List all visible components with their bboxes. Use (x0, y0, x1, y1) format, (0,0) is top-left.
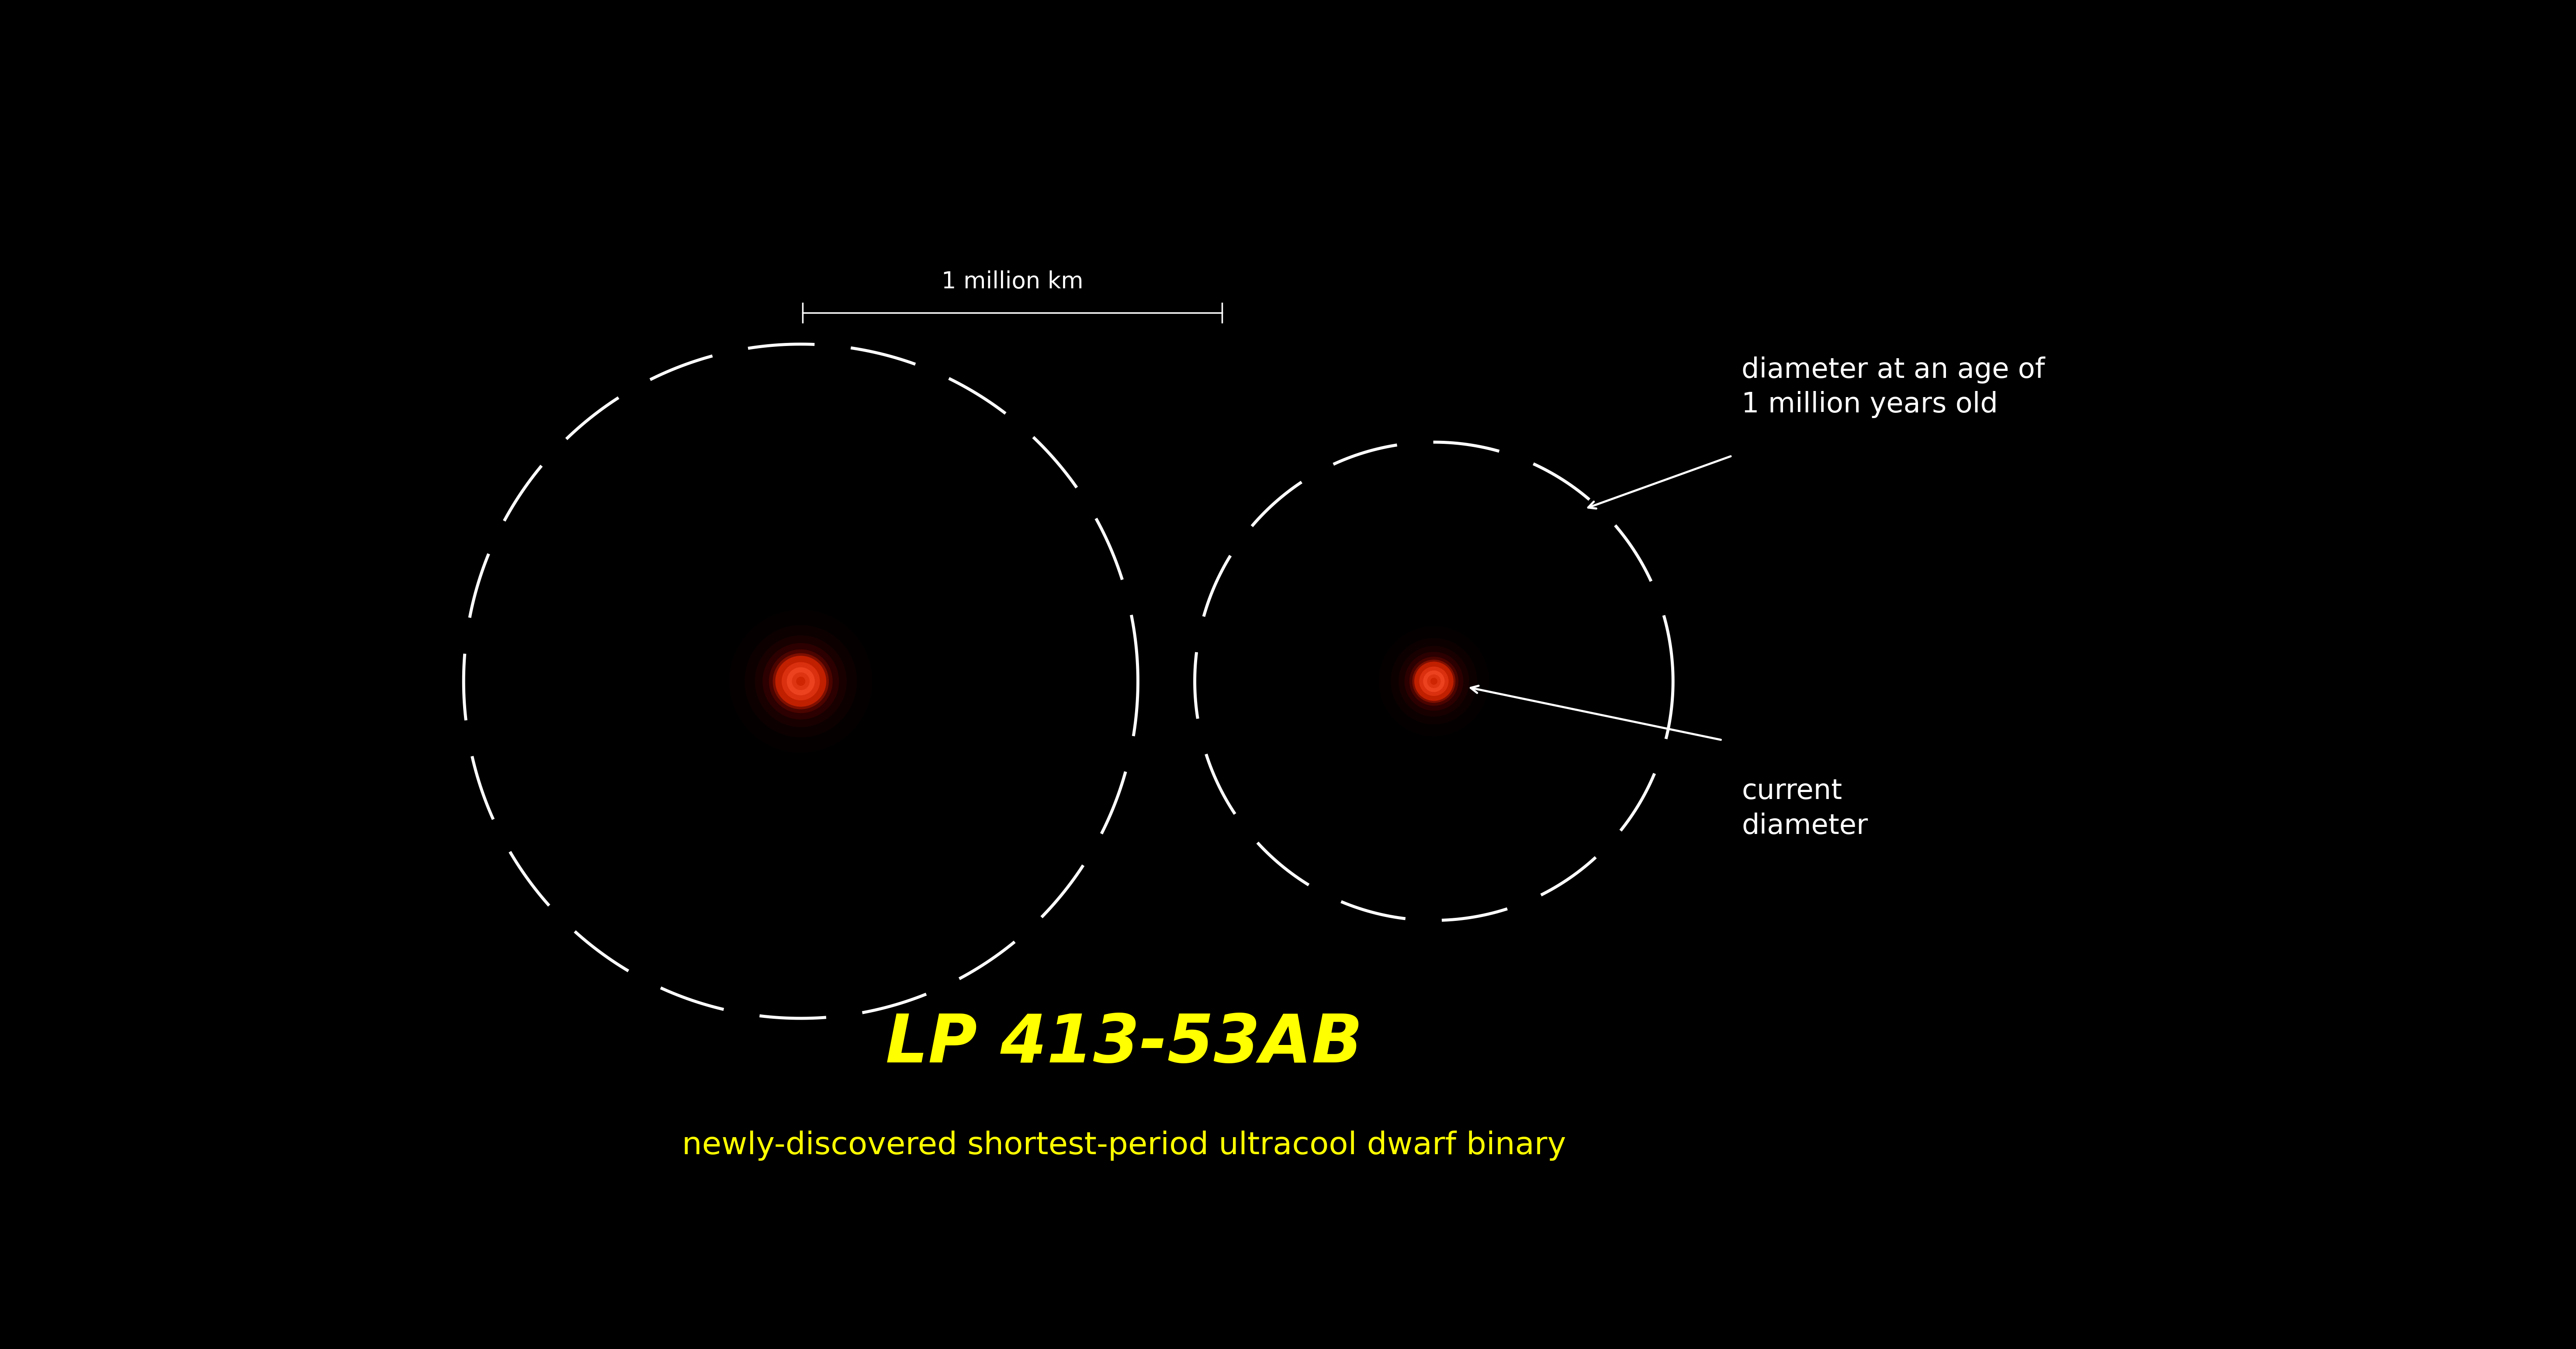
Circle shape (775, 656, 827, 707)
Circle shape (1378, 626, 1489, 737)
Circle shape (1412, 660, 1455, 703)
Circle shape (1419, 666, 1448, 696)
Circle shape (1427, 674, 1440, 688)
Circle shape (1422, 670, 1445, 692)
Circle shape (786, 668, 814, 695)
Circle shape (768, 649, 832, 714)
Circle shape (791, 672, 809, 691)
Circle shape (729, 610, 873, 753)
Circle shape (755, 635, 848, 727)
Circle shape (796, 677, 806, 685)
Circle shape (1409, 657, 1458, 706)
Text: diameter at an age of
1 million years old: diameter at an age of 1 million years ol… (1741, 356, 2045, 418)
Text: newly-discovered shortest-period ultracool dwarf binary: newly-discovered shortest-period ultraco… (683, 1130, 1566, 1160)
Circle shape (773, 653, 829, 710)
Circle shape (1399, 646, 1468, 716)
Circle shape (1404, 652, 1463, 711)
Circle shape (1414, 661, 1453, 701)
Circle shape (762, 643, 840, 719)
Circle shape (1391, 638, 1476, 724)
Circle shape (744, 625, 858, 738)
Circle shape (1430, 677, 1437, 685)
Text: current
diameter: current diameter (1741, 778, 1868, 839)
Text: LP 413-53AB: LP 413-53AB (886, 1012, 1363, 1077)
Circle shape (781, 662, 819, 700)
Text: 1 million km: 1 million km (943, 271, 1084, 293)
